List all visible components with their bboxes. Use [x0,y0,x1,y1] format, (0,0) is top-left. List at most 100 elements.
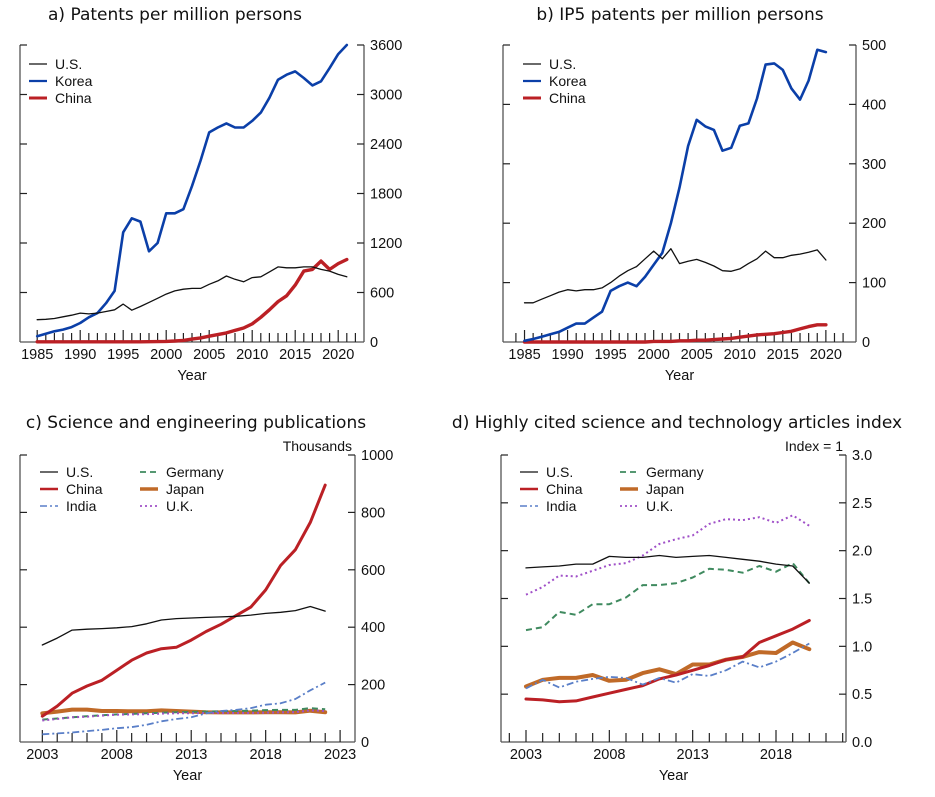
panel-b: b) IP5 patents per million persons 0 100 20… [502,5,886,384]
legend-item: Japan [620,481,684,497]
series-line-china [524,619,811,704]
series-group [524,514,812,704]
x-tick-label: 2000 [150,347,182,363]
y-tick-label: 3.0 [852,448,872,464]
x-tick-label: 2008 [593,747,625,763]
series-line-us [523,248,827,304]
series-line-china [35,257,349,344]
legend-label: U.S. [66,464,93,480]
x-tick-label: 2013 [175,747,207,763]
x-tick-label: 1985 [21,347,53,363]
legend-label: Germany [646,464,704,480]
panel-title: c) Science and engineering publications [26,413,366,433]
x-tick-label: 2015 [279,347,311,363]
x-tick-label: 2013 [677,747,709,763]
x-tick-label: 2018 [760,747,792,763]
series-line-germany [525,562,811,632]
x-tick-label: 2008 [101,747,133,763]
y-tick-label: 600 [370,286,394,302]
y-tick-label: 1.5 [852,592,872,608]
y-tick-label: 3600 [370,38,402,54]
series-group [35,43,349,344]
legend-label: Japan [166,481,204,497]
y-tick-label: 0 [361,735,369,751]
x-tick-label: 2010 [724,347,756,363]
legend-item: Germany [140,464,224,480]
legend-label: U.S. [546,464,573,480]
legend-item: China [520,481,583,497]
x-tick-label: 2000 [638,347,670,363]
x-axis-label: Year [665,368,694,384]
x-tick-label: 1995 [594,347,626,363]
x-tick-label: 2005 [193,347,225,363]
y-tick-label: 200 [862,216,886,232]
legend-item: Japan [140,481,204,497]
panel-title: b) IP5 patents per million persons [536,5,823,25]
legend-label: India [66,498,97,514]
y-tick-label: 2400 [370,137,402,153]
legend-label: China [66,481,103,497]
y-tick-label: 300 [862,157,886,173]
legend-item: Korea [523,73,587,89]
legend-item: U.S. [29,56,82,72]
series-line-uk [42,709,326,722]
x-tick-label: 2018 [250,747,282,763]
legend-label: U.S. [549,56,576,72]
series-line-germany [42,707,326,721]
series-line-us [525,554,810,584]
legend-item: U.S. [523,56,576,72]
y-tick-label: 3000 [370,88,402,104]
legend-item: Germany [620,464,704,480]
x-tick-label: 2023 [324,747,356,763]
x-tick-label: 2020 [810,347,842,363]
series-group [522,48,828,344]
legend-item: U.K. [620,498,673,514]
legend-item: China [523,90,586,106]
series-line-uk [525,514,810,596]
legend-item: China [29,90,92,106]
series-line-us [36,266,348,321]
legend-item: China [40,481,103,497]
y-tick-label: 800 [361,505,385,521]
x-tick-label: 2005 [681,347,713,363]
series-line-us [41,605,326,646]
legend-label: China [55,90,92,106]
y-tick-label: 1.0 [852,639,872,655]
x-tick-label: 2020 [322,347,354,363]
legend-label: U.K. [166,498,193,514]
legend-label: India [546,498,577,514]
x-tick-label: 2003 [26,747,58,763]
y-tick-label: 0.0 [852,735,872,751]
y-tick-label: 400 [862,97,886,113]
legend-label: U.K. [646,498,673,514]
y-tick-label: 500 [862,38,886,54]
y-tick-label: 600 [361,563,385,579]
series-line-korea [523,48,828,343]
x-tick-label: 1985 [508,347,540,363]
x-tick-label: 2003 [510,747,542,763]
legend-label: China [549,90,586,106]
legend-label: Korea [549,73,587,89]
y-tick-label: 2.0 [852,544,872,560]
y-tick-label: 200 [361,678,385,694]
series-line-india [525,642,810,690]
series-line-china [522,323,828,344]
legend-item: U.K. [140,498,193,514]
legend-item: India [520,498,577,514]
y-tick-label: 0.5 [852,687,872,703]
y-tick-label: 1200 [370,236,402,252]
series-group [40,483,328,736]
y-tick-label: 2.5 [852,496,872,512]
legend-label: Germany [166,464,224,480]
legend-label: China [546,481,583,497]
x-axis-label: Year [659,768,688,784]
series-line-japan [524,640,812,689]
panel-d: d) Highly cited science and technology a… [452,413,902,784]
legend-item: U.S. [40,464,93,480]
legend-label: Japan [646,481,684,497]
